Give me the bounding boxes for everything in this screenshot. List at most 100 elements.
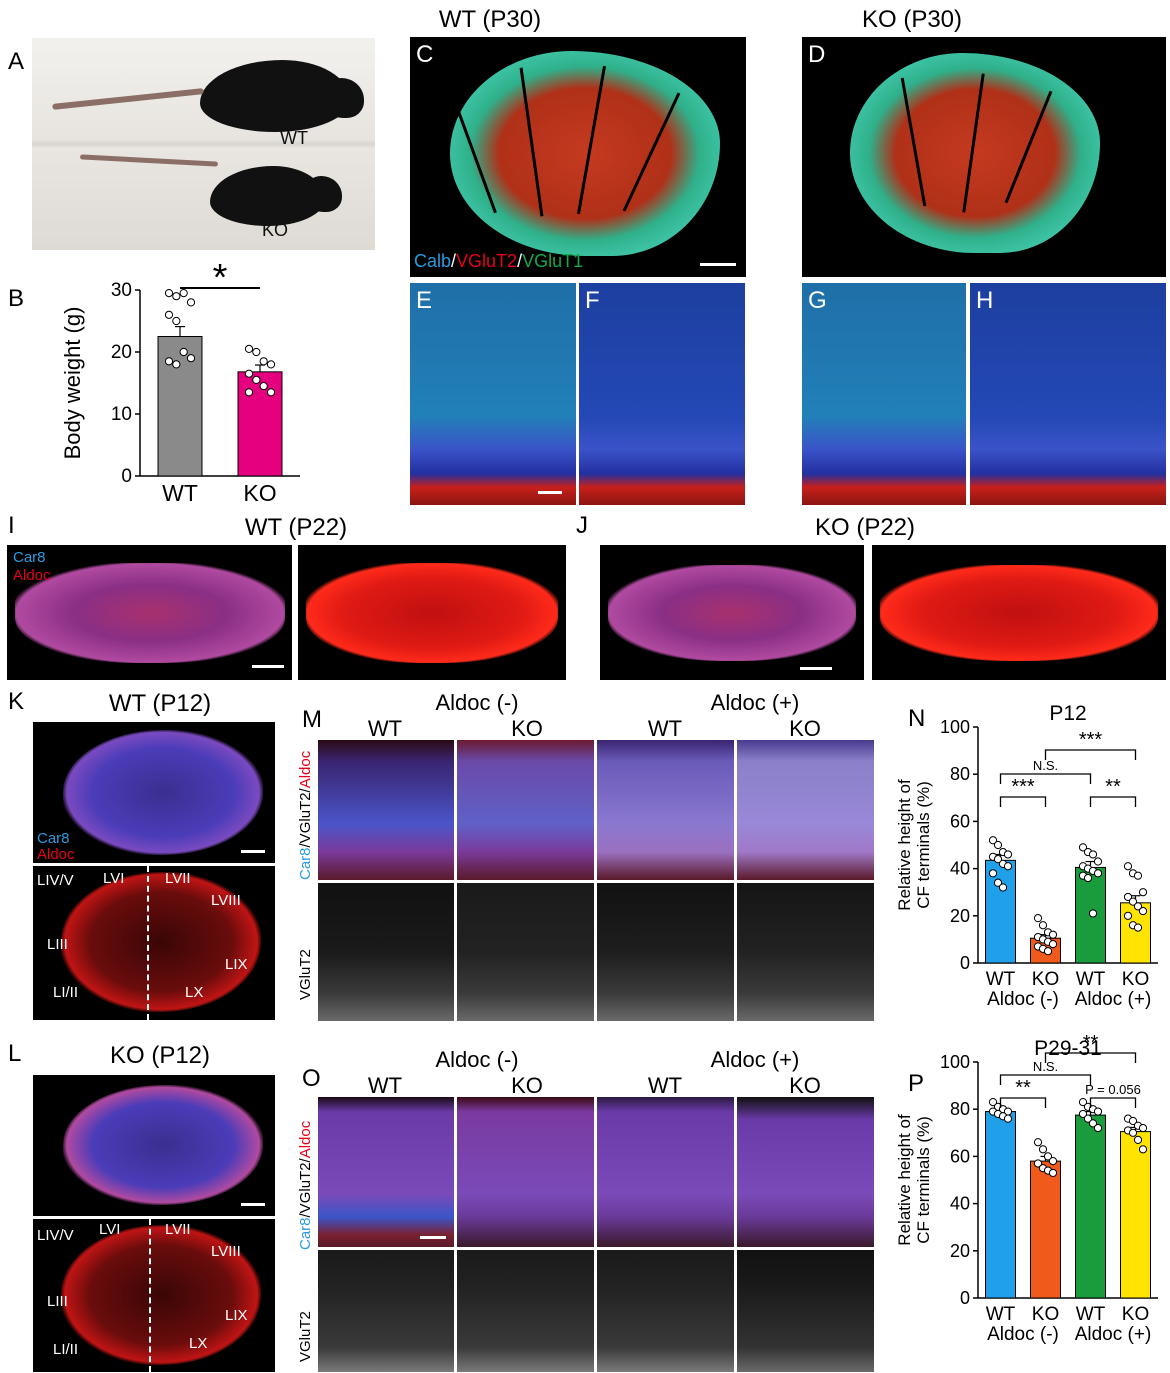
data-point [1003,1114,1013,1123]
significance-label: ** [1015,1077,1031,1099]
x-category-label: WT [1076,1304,1106,1325]
title-ko-p30: KO (P30) [861,6,963,33]
data-point [259,382,268,391]
wt-mouse-tail [52,88,204,110]
significance-bracket [1089,796,1137,807]
chart-p-cf-height-p29-31: 0 20 40 60 80 100 Relative height of CF termina… [895,1032,1158,1345]
y-axis-label: Relative height of [895,779,914,911]
y-axis-label: CF terminals (%) [914,1116,933,1244]
panel-l-bottom-image: LIV/V LVI LVII LVIII LIII LIX LI/II LX [33,1219,275,1372]
lobule-label: LIX [225,956,248,973]
m-col-ko: KO [511,716,543,741]
data-point [1128,1116,1138,1126]
y-tick-label: 60 [950,1146,970,1166]
data-point [1133,1135,1143,1144]
y-tick-label: 100 [940,1052,970,1072]
group-label: Aldoc (+) [1075,989,1152,1010]
panel-j-right-image [872,545,1166,680]
data-point [993,855,1003,864]
data-point [186,298,196,307]
wt-mouse-head [322,78,364,118]
data-point [1078,843,1088,852]
x-category-label: WT [1076,969,1106,990]
y-tick-label: 20 [950,906,970,926]
bar [1030,1160,1061,1299]
y-tick-label: 40 [950,1194,970,1214]
m-vglut2-micrograph [457,883,594,1021]
data-point [1128,897,1138,906]
panel-label-f: F [585,287,600,314]
title-ko-p12: KO (P12) [109,1042,211,1069]
o-micrograph [737,1097,874,1247]
y-tick-label: 80 [950,1099,970,1119]
scale-bar [241,1203,265,1206]
scale-bar [538,491,562,494]
panel-k-bottom-image: LIV/V LVI LVII LVIII LIII LIX LI/II LX [33,866,275,1020]
data-point [1048,1157,1058,1166]
y-tick-label: 100 [940,717,970,737]
m-micrograph [737,740,874,880]
x-category-label: WT [986,1304,1016,1325]
lobule-label: LVI [99,1221,121,1238]
o-micrograph [597,1097,734,1247]
lobule-label: LI/II [53,1341,79,1358]
data-point [266,388,276,397]
data-point [164,357,174,366]
data-point [1088,909,1098,918]
o-vglut2-micrograph [737,1250,874,1372]
lobule-label: LVII [165,870,191,887]
panel-i-right-image [298,545,566,680]
panel-label-n: N [908,705,926,732]
data-point [1003,862,1013,871]
significance-label: ** [1105,776,1121,798]
o-header-aldoc-neg: Aldoc (-) [435,1047,519,1072]
data-point [1138,906,1148,916]
data-point [266,360,276,369]
m-header-aldoc-pos: Aldoc (+) [710,690,800,715]
significance-label: ** [1083,1032,1099,1054]
x-category-label: KO [243,480,276,506]
o-col-wt: WT [647,1073,683,1098]
panel-k-top-image: Car8 Aldoc [33,722,275,863]
chart-n-cf-height-p12: 0 20 40 60 80 100 Relative height of CF termina… [895,702,1158,1010]
x-category-label: WT [986,969,1016,990]
panel-label-m: M [302,706,322,733]
data-point [1038,921,1048,930]
data-point [1123,911,1133,920]
data-point [1078,1109,1088,1119]
y-tick-label: 40 [950,859,970,879]
panel-label-h: H [976,287,994,314]
scale-bar [700,263,736,266]
stain-aldoc: Aldoc [13,567,51,584]
m-col-wt: WT [647,716,683,741]
data-point [1083,873,1093,883]
m-vglut2-micrograph [597,883,734,1021]
data-point [1003,850,1013,859]
y-axis-label: Relative height of [895,1114,914,1246]
m-col-ko: KO [789,716,821,741]
data-point [244,388,254,397]
o-col-wt: WT [367,1073,403,1098]
group-label: Aldoc (-) [987,989,1059,1010]
y-axis-label: CF terminals (%) [914,781,933,909]
data-point [1123,892,1133,902]
data-point [1033,1138,1043,1147]
data-point [1133,871,1143,880]
significance-star: * [213,257,228,299]
panel-e-micrograph: E [410,283,576,505]
title-wt-p22: WT (P22) [244,514,348,541]
data-point [1048,930,1058,939]
scale-bar [252,665,284,668]
data-point [1093,857,1103,866]
panel-label-g: G [808,287,827,314]
m-micrograph [318,740,454,880]
x-category-label: KO [1122,969,1149,990]
data-point [1043,947,1053,956]
data-point [1133,923,1143,932]
y-tick-label: 20 [950,1241,970,1261]
significance-bracket [1044,749,1137,760]
m-row2-ylabel: VGluT2 [297,949,314,1000]
data-point [1033,1159,1043,1168]
o-vglut2-micrograph [457,1250,594,1372]
stain-aldoc: Aldoc [37,846,75,863]
